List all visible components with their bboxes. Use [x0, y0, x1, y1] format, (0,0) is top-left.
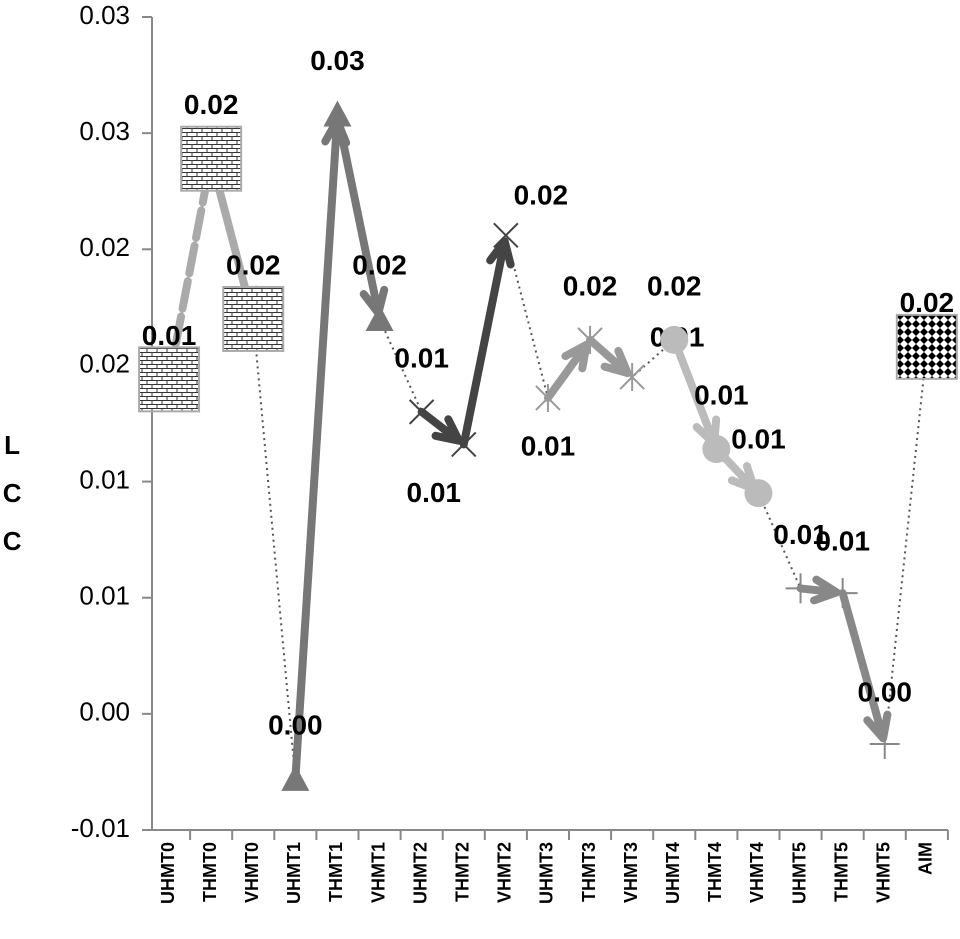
marker [365, 304, 394, 331]
x-tick-label: VHMT1 [368, 842, 388, 903]
data-label: 0.01 [407, 477, 462, 508]
marker [577, 325, 603, 354]
marker [408, 399, 435, 425]
marker [180, 125, 243, 192]
marker [222, 285, 285, 352]
marker [619, 363, 645, 392]
arrow [333, 110, 389, 318]
data-label: 0.00 [858, 676, 913, 707]
arrow [543, 340, 591, 402]
marker [493, 222, 519, 249]
marker [660, 325, 689, 354]
data-label: 0.02 [352, 249, 407, 280]
x-tick-label: UHMT5 [789, 842, 809, 904]
x-tick-label: VHMT4 [747, 842, 767, 903]
x-tick-label: THMT2 [453, 842, 473, 902]
x-tick-label: THMT5 [831, 842, 851, 902]
y-tick-label: 0.02 [79, 232, 130, 262]
marker [744, 479, 773, 508]
arrow [796, 575, 841, 605]
y-tick-label: 0.03 [79, 116, 130, 146]
marker [451, 431, 477, 458]
y-tick-label: 0.03 [79, 0, 130, 30]
x-tick-label: THMT1 [326, 842, 346, 902]
x-tick-label: THMT4 [705, 842, 725, 902]
x-tick-label: VHMT5 [874, 842, 894, 903]
data-label: 0.02 [226, 249, 281, 280]
data-label: 0.02 [514, 180, 569, 211]
x-tick-label: VHMT0 [242, 842, 262, 903]
x-tick-label: UHMT2 [410, 842, 430, 904]
data-label: 0.01 [731, 424, 786, 455]
marker [869, 729, 900, 760]
y-tick-label: 0.01 [79, 464, 130, 494]
data-label: 0.02 [647, 270, 702, 301]
x-tick-label: UHMT4 [663, 842, 683, 904]
x-tick-label: VHMT3 [621, 842, 641, 903]
y-tick-label: -0.01 [71, 813, 130, 843]
x-tick-label: THMT3 [579, 842, 599, 902]
marker [323, 100, 352, 127]
y-tick-label: 0.00 [79, 697, 130, 727]
data-label: 0.01 [142, 320, 197, 351]
data-label: 0.01 [694, 379, 749, 410]
data-label: 0.01 [521, 430, 576, 461]
data-label: 0.02 [184, 89, 239, 120]
x-tick-label: THMT0 [200, 842, 220, 902]
y-tick-label: 0.01 [79, 581, 130, 611]
x-tick-label: VHMT2 [495, 842, 515, 903]
arrow [459, 237, 515, 449]
arrow [291, 116, 351, 783]
marker [895, 313, 958, 380]
marker [702, 435, 731, 464]
data-label: 0.03 [310, 45, 365, 76]
marker [535, 383, 561, 412]
data-label: 0.01 [394, 342, 449, 373]
data-label: 0.01 [815, 525, 870, 556]
data-label: 0.00 [268, 709, 323, 740]
x-tick-label: AIM [916, 842, 936, 875]
marker [138, 346, 201, 413]
marker [785, 573, 816, 604]
x-tick-label: UHMT0 [158, 842, 178, 904]
x-tick-label: UHMT3 [537, 842, 557, 904]
y-axis-label: LCC [0, 430, 27, 574]
data-label: 0.02 [563, 270, 618, 301]
data-label: 0.02 [900, 287, 955, 318]
arrow [838, 589, 892, 743]
y-tick-label: 0.02 [79, 348, 130, 378]
x-tick-label: UHMT1 [284, 842, 304, 904]
data-label: 0.01 [773, 519, 828, 550]
marker [281, 764, 310, 791]
marker [827, 578, 858, 609]
